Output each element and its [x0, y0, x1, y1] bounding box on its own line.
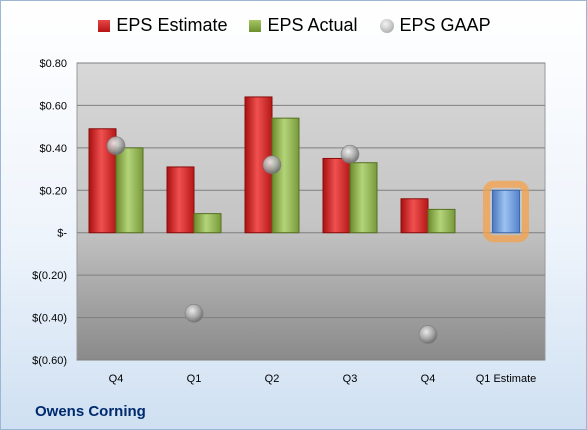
company-name: Owens Corning — [35, 403, 146, 420]
y-tick-label: $- — [57, 228, 67, 240]
y-tick-label: $0.40 — [39, 143, 67, 155]
x-tick-label: Q2 — [265, 373, 280, 385]
x-tick-label: Q1 — [187, 373, 202, 385]
bar-eps-estimate — [400, 198, 429, 234]
eps-gaap-marker — [418, 325, 438, 344]
eps-gaap-marker — [340, 144, 360, 164]
legend-label-actual: EPS Actual — [267, 15, 358, 35]
y-tick-label: $(0.60) — [32, 355, 67, 367]
plot-svg: $0.80 $0.60 $0.40 $0.20 $- $(0.20) $(0.40) $(0.… — [32, 58, 546, 385]
x-tick-label: Q4 — [109, 373, 124, 385]
y-tick-label: $(0.40) — [32, 313, 67, 325]
x-tick-label: Q1 Estimate — [476, 373, 537, 385]
legend-swatch-actual — [249, 19, 262, 32]
y-tick-label: $0.20 — [39, 185, 67, 197]
bar-eps-estimate — [322, 157, 351, 234]
legend: EPS Estimate EPS Actual EPS GAAP — [1, 15, 587, 36]
plot-area — [76, 62, 546, 361]
bar-eps-estimate — [166, 166, 195, 234]
bar-eps-actual — [349, 162, 378, 234]
eps-gaap-marker — [262, 155, 282, 175]
x-tick-label: Q3 — [343, 373, 358, 385]
bar-eps-actual — [271, 117, 300, 234]
legend-swatch-gaap — [379, 18, 394, 33]
eps-gaap-marker — [184, 304, 204, 323]
legend-item-eps-gaap: EPS GAAP — [379, 15, 491, 36]
bar-eps-actual — [193, 213, 222, 234]
bar-q1-estimate — [492, 189, 520, 234]
legend-label-estimate: EPS Estimate — [116, 15, 228, 35]
legend-item-eps-estimate: EPS Estimate — [98, 15, 227, 36]
bar-eps-actual — [427, 208, 456, 234]
y-tick-label: $(0.20) — [32, 270, 67, 282]
legend-label-gaap: EPS GAAP — [399, 15, 491, 35]
y-tick-label: $0.60 — [39, 100, 67, 112]
x-tick-label: Q4 — [421, 373, 436, 385]
y-tick-label: $0.80 — [39, 58, 67, 70]
legend-item-eps-actual: EPS Actual — [249, 15, 358, 36]
bar-eps-actual — [115, 147, 144, 234]
eps-gaap-marker — [106, 136, 126, 156]
legend-swatch-estimate — [98, 19, 111, 32]
highlight-glow — [483, 180, 529, 243]
